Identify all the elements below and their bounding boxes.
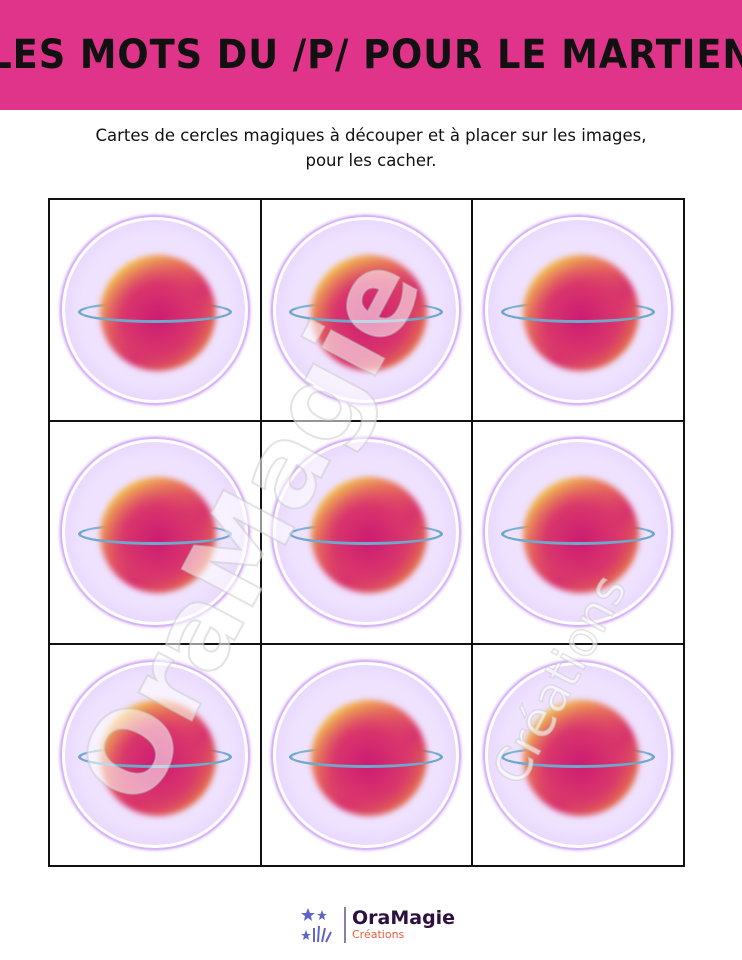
planet-ring: [289, 523, 444, 546]
planet-bubble-image: [59, 215, 250, 406]
instructions: Cartes de cercles magiques à découper et…: [0, 123, 742, 173]
planet-bubble-image: [483, 215, 674, 406]
planet-bubble-image: [271, 437, 462, 628]
planet-bubble-image: [271, 215, 462, 406]
page-title: LES MOTS DU /P/ POUR LE MARTIEN: [0, 32, 742, 78]
instructions-line-1: Cartes de cercles magiques à découper et…: [95, 126, 647, 145]
card-cell: [260, 421, 473, 644]
card-cell: [49, 421, 261, 644]
card-cell: [472, 199, 684, 422]
card-cell: [260, 199, 473, 422]
fireworks-stars-icon: [301, 908, 332, 943]
planet-bubble-image: [59, 437, 250, 628]
instructions-line-2: pour les cacher.: [305, 151, 437, 170]
planet-bubble-image: [483, 659, 674, 850]
planet-bubble-image: [483, 437, 674, 628]
planet-ring: [77, 523, 232, 546]
header-banner: LES MOTS DU /P/ POUR LE MARTIEN: [0, 0, 742, 110]
card-cell: [260, 643, 473, 866]
planet-ring: [501, 523, 656, 546]
planet-ring: [501, 745, 656, 768]
planet-ring: [501, 301, 656, 324]
planet-ring: [77, 745, 232, 768]
logo: OraMagie Créations: [300, 906, 455, 944]
card-cell: [472, 643, 684, 866]
planet-ring: [289, 301, 444, 324]
planet-ring: [289, 745, 444, 768]
logo-name: OraMagie: [352, 907, 456, 929]
logo-subtitle: Créations: [352, 928, 405, 941]
card-cell: [49, 199, 261, 422]
card-cell: [49, 643, 261, 866]
planet-bubble-image: [271, 659, 462, 850]
planet-bubble-image: [59, 659, 250, 850]
planet-ring: [77, 301, 232, 324]
cards-grid: [48, 198, 685, 867]
card-cell: [472, 421, 684, 644]
logo-divider: [344, 907, 346, 943]
